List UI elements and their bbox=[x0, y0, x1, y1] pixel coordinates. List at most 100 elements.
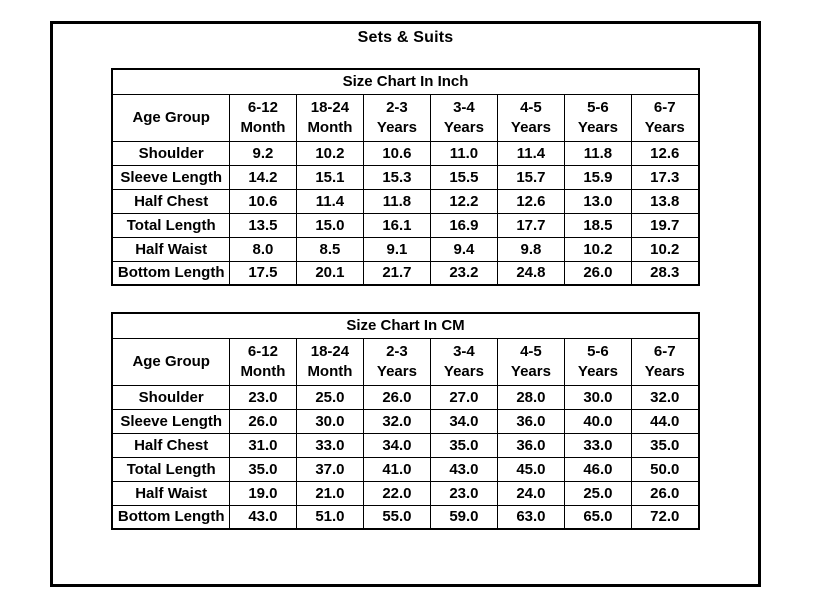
table-header-row: Age Group 6-12 Month 18-24 Month 2-3 Years 3-4 Y… bbox=[111, 93, 700, 142]
value-cell: 36.0 bbox=[496, 408, 565, 434]
column-header-line2: Month bbox=[240, 362, 286, 380]
column-header-line1: 6-7 bbox=[653, 98, 676, 116]
value-cell: 27.0 bbox=[429, 384, 498, 410]
row-label: Total Length bbox=[111, 456, 230, 482]
value-cell: 43.0 bbox=[228, 504, 297, 530]
value-cell: 16.1 bbox=[362, 212, 431, 238]
column-header-line2: Years bbox=[443, 118, 484, 136]
size-chart-inch-table: Size Chart In Inch Age Group 6-12 Month 18-2… bbox=[111, 68, 700, 286]
size-chart-cm-table: Size Chart In CM Age Group 6-12 Month 18-24 M… bbox=[111, 312, 700, 530]
table-body: Size Chart In CM Age Group 6-12 Month 18-24 M… bbox=[111, 312, 700, 530]
value-cell: 30.0 bbox=[563, 384, 632, 410]
value-cell: 19.7 bbox=[630, 212, 700, 238]
column-header-line1: 6-12 bbox=[247, 342, 278, 360]
value-cell: 10.6 bbox=[362, 140, 431, 166]
value-cell: 24.8 bbox=[496, 260, 565, 286]
value-cell: 37.0 bbox=[295, 456, 364, 482]
column-header-line2: Month bbox=[307, 118, 353, 136]
table-row: Half Waist 8.0 8.5 9.1 9.4 9.8 10.2 10.2 bbox=[111, 236, 700, 262]
value-cell: 9.4 bbox=[429, 236, 498, 262]
value-cell: 15.1 bbox=[295, 164, 364, 190]
table-row: Shoulder 9.2 10.2 10.6 11.0 11.4 11.8 12.6 bbox=[111, 140, 700, 166]
value-cell: 14.2 bbox=[228, 164, 297, 190]
row-label: Half Waist bbox=[111, 480, 230, 506]
column-header-line2: Years bbox=[376, 118, 417, 136]
column-header-line1: 6-7 bbox=[653, 342, 676, 360]
value-cell: 15.0 bbox=[295, 212, 364, 238]
value-cell: 9.1 bbox=[362, 236, 431, 262]
column-header-line2: Years bbox=[644, 362, 685, 380]
value-cell: 8.5 bbox=[295, 236, 364, 262]
value-cell: 17.5 bbox=[228, 260, 297, 286]
column-header-line2: Month bbox=[240, 118, 286, 136]
table-row: Sleeve Length 14.2 15.1 15.3 15.5 15.7 15.9 17.… bbox=[111, 164, 700, 190]
value-cell: 33.0 bbox=[295, 432, 364, 458]
value-cell: 13.5 bbox=[228, 212, 297, 238]
value-cell: 40.0 bbox=[563, 408, 632, 434]
value-cell: 12.2 bbox=[429, 188, 498, 214]
table-row: Sleeve Length 26.0 30.0 32.0 34.0 36.0 40.0 44.… bbox=[111, 408, 700, 434]
table-row: Half Chest 10.6 11.4 11.8 12.2 12.6 13.0 13.8 bbox=[111, 188, 700, 214]
row-label: Bottom Length bbox=[111, 504, 230, 530]
value-cell: 45.0 bbox=[496, 456, 565, 482]
table-title-row: Size Chart In Inch bbox=[111, 68, 700, 95]
column-header-line2: Years bbox=[644, 118, 685, 136]
value-cell: 17.3 bbox=[630, 164, 700, 190]
row-label: Half Waist bbox=[111, 236, 230, 262]
column-header: 6-7 Years bbox=[630, 93, 700, 142]
value-cell: 59.0 bbox=[429, 504, 498, 530]
value-cell: 9.2 bbox=[228, 140, 297, 166]
value-cell: 51.0 bbox=[295, 504, 364, 530]
value-cell: 21.7 bbox=[362, 260, 431, 286]
value-cell: 24.0 bbox=[496, 480, 565, 506]
column-header-line1: 3-4 bbox=[453, 98, 475, 116]
value-cell: 11.8 bbox=[563, 140, 632, 166]
value-cell: 11.0 bbox=[429, 140, 498, 166]
value-cell: 72.0 bbox=[630, 504, 700, 530]
column-header: 4-5 Years bbox=[496, 93, 565, 142]
column-header-line1: 18-24 bbox=[310, 342, 350, 360]
table-row: Total Length 35.0 37.0 41.0 43.0 45.0 46.0 50.0 bbox=[111, 456, 700, 482]
table-title: Size Chart In CM bbox=[111, 312, 700, 339]
row-label: Bottom Length bbox=[111, 260, 230, 286]
age-group-header: Age Group bbox=[111, 93, 230, 142]
table-row: Half Waist 19.0 21.0 22.0 23.0 24.0 25.0 26.0 bbox=[111, 480, 700, 506]
value-cell: 10.2 bbox=[630, 236, 700, 262]
column-header-line1: 5-6 bbox=[587, 342, 609, 360]
table-row: Shoulder 23.0 25.0 26.0 27.0 28.0 30.0 32.0 bbox=[111, 384, 700, 410]
value-cell: 13.8 bbox=[630, 188, 700, 214]
column-header: 5-6 Years bbox=[563, 337, 632, 386]
value-cell: 35.0 bbox=[630, 432, 700, 458]
column-header: 6-12 Month bbox=[228, 93, 297, 142]
value-cell: 12.6 bbox=[630, 140, 700, 166]
value-cell: 15.9 bbox=[563, 164, 632, 190]
column-header-line2: Years bbox=[443, 362, 484, 380]
value-cell: 22.0 bbox=[362, 480, 431, 506]
column-header: 6-12 Month bbox=[228, 337, 297, 386]
value-cell: 28.3 bbox=[630, 260, 700, 286]
value-cell: 15.3 bbox=[362, 164, 431, 190]
value-cell: 36.0 bbox=[496, 432, 565, 458]
value-cell: 33.0 bbox=[563, 432, 632, 458]
column-header: 6-7 Years bbox=[630, 337, 700, 386]
value-cell: 34.0 bbox=[429, 408, 498, 434]
table-body: Size Chart In Inch Age Group 6-12 Month 18-2… bbox=[111, 68, 700, 286]
row-label: Shoulder bbox=[111, 140, 230, 166]
value-cell: 34.0 bbox=[362, 432, 431, 458]
value-cell: 23.0 bbox=[228, 384, 297, 410]
value-cell: 55.0 bbox=[362, 504, 431, 530]
value-cell: 18.5 bbox=[563, 212, 632, 238]
row-label: Shoulder bbox=[111, 384, 230, 410]
row-label: Sleeve Length bbox=[111, 408, 230, 434]
value-cell: 15.7 bbox=[496, 164, 565, 190]
value-cell: 44.0 bbox=[630, 408, 700, 434]
column-header: 2-3 Years bbox=[362, 337, 431, 386]
column-header: 3-4 Years bbox=[429, 337, 498, 386]
table-title-row: Size Chart In CM bbox=[111, 312, 700, 339]
value-cell: 41.0 bbox=[362, 456, 431, 482]
value-cell: 26.0 bbox=[362, 384, 431, 410]
row-label: Half Chest bbox=[111, 188, 230, 214]
column-header-line2: Years bbox=[577, 118, 618, 136]
value-cell: 31.0 bbox=[228, 432, 297, 458]
column-header: 18-24 Month bbox=[295, 93, 364, 142]
